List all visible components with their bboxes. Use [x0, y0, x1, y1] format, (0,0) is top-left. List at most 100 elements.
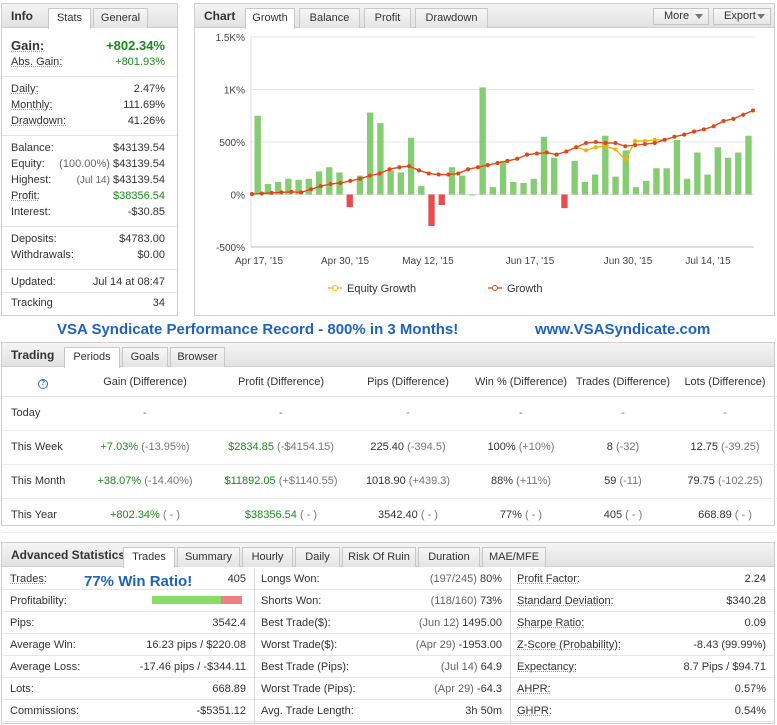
bar — [612, 176, 619, 195]
stat-row: Shorts Won: (118/160) 73% — [254, 590, 510, 612]
header-profit: Profit (Difference) — [215, 369, 347, 397]
bar — [510, 181, 517, 195]
gain-row: Gain: +802.34% — [2, 38, 177, 56]
equity-label: Equity: — [11, 158, 45, 170]
tab-balance-label: Balance — [309, 12, 350, 24]
bar — [489, 187, 497, 195]
bar — [438, 194, 445, 205]
y-tick-label: 0% — [231, 191, 246, 202]
cell-difference: (-394.5) — [407, 441, 446, 453]
period-cell: - — [469, 396, 573, 431]
more-button[interactable]: More — [653, 8, 709, 25]
tab-general[interactable]: General — [93, 8, 148, 28]
help-icon[interactable]: ? — [38, 378, 48, 389]
growth-point — [574, 145, 579, 150]
chart-title: Chart — [204, 9, 236, 23]
stat-label: Average Loss: — [10, 661, 81, 673]
tab-browser[interactable]: Browser — [170, 347, 225, 367]
tab-trades[interactable]: Trades — [123, 547, 175, 568]
stat-value-text: $340.28 — [726, 595, 766, 607]
stat-row: Trades: 405 — [3, 568, 254, 590]
tab-stats-label: Stats — [56, 12, 83, 24]
growth-point — [318, 184, 323, 189]
monthly-row: Monthly: 111.69% — [2, 99, 177, 115]
trading-tabbar: Trading Periods Goals Browser — [2, 343, 774, 368]
equity-growth-point — [633, 138, 638, 143]
legend-equity-marker — [332, 285, 338, 291]
stat-row: Average Win: 16.23 pips / $220.08 — [3, 634, 254, 656]
gain-label: Gain: — [11, 38, 45, 53]
tab-balance[interactable]: Balance — [299, 8, 360, 28]
period-cell: - — [75, 396, 215, 431]
y-tick-label: -500% — [216, 243, 245, 254]
stat-label: Profitability: — [10, 595, 67, 607]
stat-row: Commissions: -$5351.12 — [3, 700, 254, 722]
bar — [264, 184, 272, 195]
stat-label: Best Trade (Pips): — [261, 661, 350, 673]
period-cell: 100% (+10%) — [469, 430, 573, 465]
stat-label: Worst Trade($): — [261, 639, 338, 651]
banner-url[interactable]: www.VSASyndicate.com — [535, 321, 711, 338]
stat-value: (118/160) 73% — [431, 595, 502, 607]
bar — [694, 152, 701, 195]
x-tick-label: Jul 14, '15 — [685, 256, 731, 267]
growth-point — [456, 171, 461, 176]
tab-daily[interactable]: Daily — [295, 547, 340, 567]
stat-label: Shorts Won: — [261, 595, 322, 607]
stat-row: AHPR: 0.57% — [510, 678, 774, 700]
growth-point — [250, 191, 254, 196]
legend-growth-label: Growth — [507, 283, 542, 295]
period-cell: $11892.05 (+$1140.55) — [215, 464, 347, 499]
bar — [285, 178, 292, 195]
tab-goals[interactable]: Goals — [122, 347, 168, 367]
tab-risk-of-ruin[interactable]: Risk Of Ruin — [342, 547, 416, 567]
x-tick-label: Apr 17, '15 — [235, 256, 283, 267]
equity-growth-point — [652, 137, 657, 142]
tab-duration[interactable]: Duration — [418, 547, 480, 567]
tab-profit[interactable]: Profit — [364, 8, 411, 28]
equity-growth-point — [593, 145, 598, 150]
cell-value: 1018.90 — [365, 475, 406, 487]
tab-risk-of-ruin-label: Risk Of Ruin — [348, 551, 410, 563]
bar — [459, 175, 466, 195]
stat-row: Z-Score (Probability): -8.43 (99.99%) — [510, 634, 774, 656]
tab-daily-label: Daily — [305, 551, 330, 563]
cell-difference: (-102.25) — [717, 475, 763, 487]
tab-hourly[interactable]: Hourly — [242, 547, 293, 567]
tab-drawdown[interactable]: Drawdown — [415, 8, 488, 28]
growth-point — [397, 165, 402, 170]
growth-point — [633, 143, 638, 148]
cell-value: 77% — [499, 509, 522, 521]
growth-point — [544, 150, 549, 155]
bar — [387, 170, 394, 195]
stat-value-text: -17.46 pips / -$344.11 — [139, 661, 246, 673]
deposits-row: Deposits: $4783.00 — [2, 233, 177, 249]
growth-point — [662, 137, 667, 142]
cell-value: 8 — [606, 441, 613, 453]
tab-periods[interactable]: Periods — [64, 347, 120, 368]
stat-value: 0.09 — [745, 617, 766, 629]
bar — [499, 160, 507, 195]
stat-row: Sharpe Ratio: 0.09 — [510, 612, 774, 634]
stat-value: (Jul 14) 64.9 — [441, 661, 502, 673]
tab-growth[interactable]: Growth — [245, 8, 295, 29]
period-cell: 77% ( - ) — [469, 498, 573, 533]
tracking-value: 34 — [152, 297, 165, 309]
stat-value-text: 0.09 — [744, 617, 766, 629]
stat-value-text: 16.23 pips / $220.08 — [146, 639, 246, 651]
updated-label: Updated: — [11, 276, 56, 288]
stat-value-text: 1495.00 — [462, 617, 502, 629]
stat-label: Longs Won: — [261, 573, 320, 585]
header-win: Win % (Difference) — [469, 369, 573, 397]
stat-row: Longs Won: (197/245) 80% — [254, 568, 510, 590]
tab-mae-mfe[interactable]: MAE/MFE — [482, 547, 546, 567]
growth-point — [642, 142, 647, 147]
bar — [602, 135, 609, 195]
tab-stats[interactable]: Stats — [48, 8, 91, 29]
table-row: This Month +38.07% (-14.40%) $11892.05 (+$… — [2, 464, 777, 499]
export-button[interactable]: Export — [713, 8, 771, 25]
tab-summary[interactable]: Summary — [177, 547, 240, 567]
bar — [274, 181, 282, 195]
interest-row: Interest: -$30.85 — [2, 206, 177, 222]
growth-point — [731, 116, 736, 121]
